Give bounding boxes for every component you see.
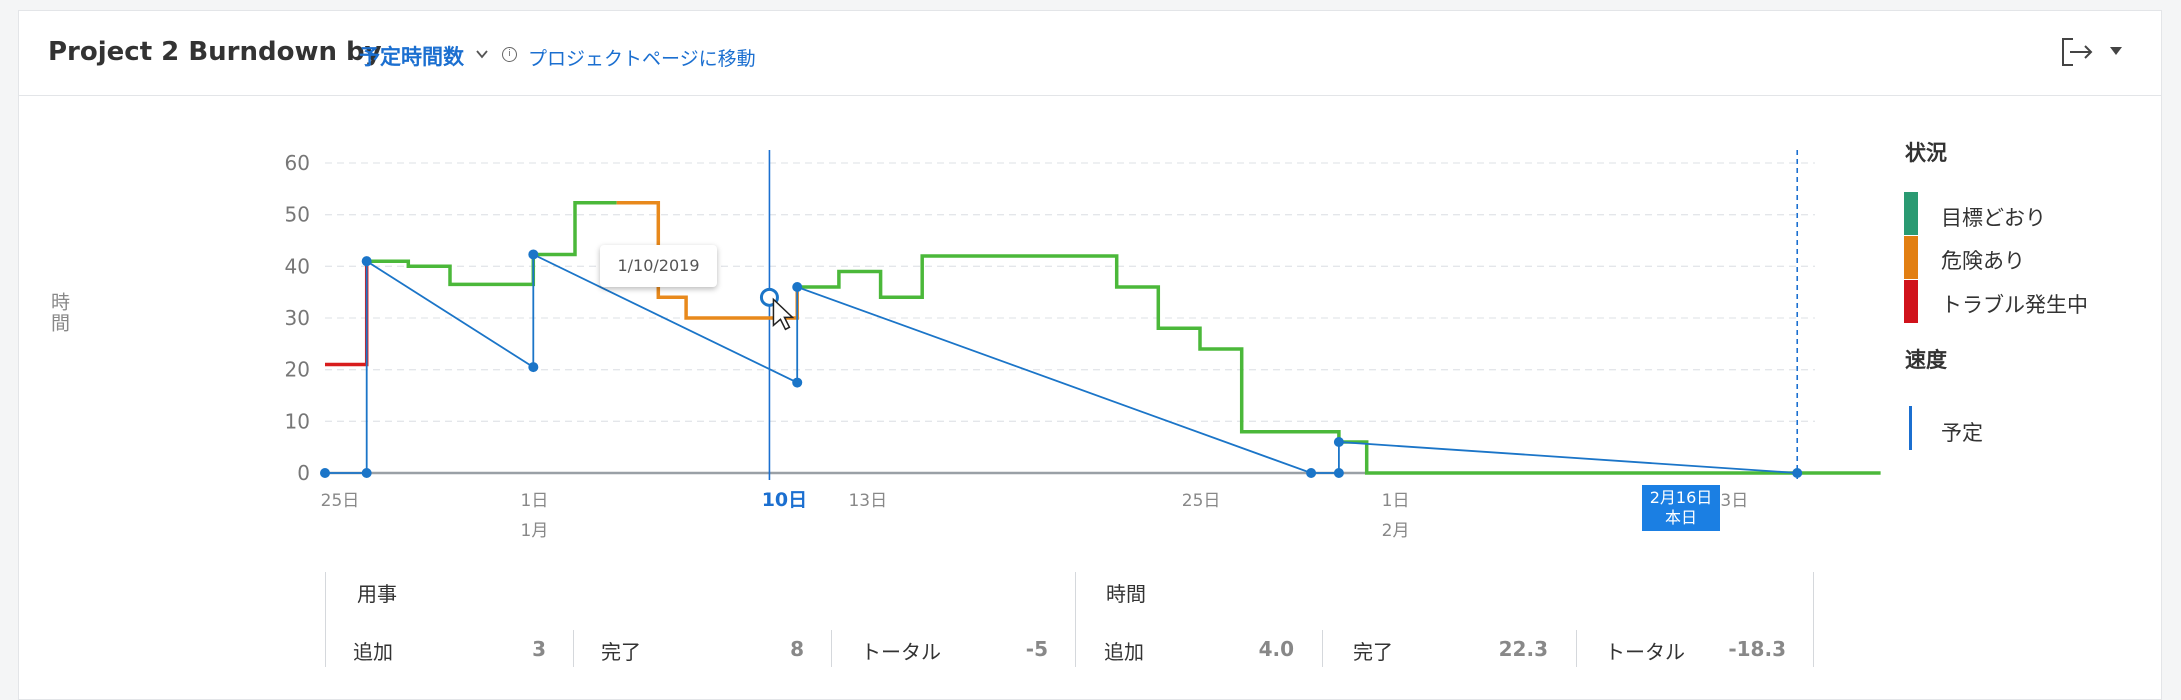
- stats-divider: [831, 630, 832, 667]
- chevron-down-icon[interactable]: [475, 47, 489, 61]
- planned-point: [320, 468, 330, 478]
- hours-total-label: トータル: [1605, 640, 1685, 664]
- planned-point: [1306, 468, 1317, 478]
- info-icon: i: [502, 47, 517, 62]
- tasks-total-label: トータル: [861, 640, 941, 664]
- goto-project-link[interactable]: プロジェクトページに移動: [528, 48, 756, 70]
- legend-velocity-title: 速度: [1905, 348, 1947, 372]
- today-label: 本日: [1664, 508, 1697, 527]
- hover-tooltip: 1/10/2019: [600, 245, 717, 287]
- planned-point: [1333, 468, 1344, 478]
- x-tick-label: 10日: [762, 489, 807, 511]
- today-date: 2月16日: [1649, 488, 1713, 507]
- x-tick-label: 1日: [521, 491, 549, 511]
- x-tick-label: 13日: [848, 491, 887, 511]
- legend-label-at-risk[interactable]: 危険あり: [1941, 249, 2025, 273]
- planned-point: [1333, 437, 1344, 447]
- metric-selector[interactable]: 予定時間数: [359, 45, 464, 69]
- tasks-done-value: 8: [790, 637, 804, 661]
- legend-label-trouble[interactable]: トラブル発生中: [1941, 293, 2088, 317]
- stats-divider: [1075, 572, 1076, 667]
- y-tick-label: 60: [285, 151, 310, 175]
- planned-point: [1792, 468, 1803, 478]
- stats-divider: [1813, 572, 1814, 667]
- x-tick-label: 1日: [1382, 491, 1410, 511]
- y-tick-label: 0: [297, 461, 310, 485]
- planned-point: [792, 377, 803, 388]
- y-tick-label: 50: [285, 203, 310, 227]
- hours-done-label: 完了: [1353, 640, 1393, 664]
- tasks-total-value: -5: [1025, 637, 1048, 661]
- tasks-section-title: 用事: [357, 582, 397, 606]
- planned-point: [361, 256, 372, 267]
- planned-point: [528, 249, 539, 260]
- planned-point: [528, 362, 539, 373]
- y-axis-title: 時間: [48, 292, 70, 334]
- hours-added-value: 4.0: [1258, 637, 1294, 661]
- legend-status-title: 状況: [1905, 141, 1947, 165]
- hours-done-value: 22.3: [1498, 637, 1548, 661]
- x-tick-sublabel: 2月: [1382, 521, 1410, 541]
- hours-section-title: 時間: [1106, 582, 1146, 606]
- caret-down-icon[interactable]: [2109, 45, 2123, 57]
- chart-title: Project 2 Burndown by: [48, 37, 382, 67]
- hours-total-value: -18.3: [1728, 637, 1786, 661]
- y-tick-label: 40: [285, 254, 310, 278]
- burndown-card: Project 2 Burndown by 予定時間数 i プロジェクトページに…: [18, 10, 2162, 700]
- legend-swatch-planned: [1909, 406, 1912, 450]
- legend-swatch-at-risk: [1904, 236, 1918, 279]
- card-header: Project 2 Burndown by 予定時間数 i プロジェクトページに…: [19, 11, 2161, 96]
- x-tick-label: 25日: [321, 491, 360, 511]
- y-tick-label: 10: [285, 409, 310, 433]
- legend-swatch-on-track: [1904, 192, 1918, 235]
- planned-point: [361, 468, 372, 478]
- y-tick-label: 20: [285, 358, 310, 382]
- actual-series-line: [366, 201, 617, 287]
- today-badge: 2月16日 本日: [1642, 485, 1720, 531]
- actual-series-line: [325, 261, 369, 367]
- legend-label-on-track[interactable]: 目標どおり: [1941, 206, 2046, 230]
- x-tick-label: 25日: [1182, 491, 1221, 511]
- stats-divider: [1322, 630, 1323, 667]
- planned-point: [792, 282, 803, 292]
- legend-label-planned[interactable]: 予定: [1941, 421, 1983, 445]
- tasks-added-label: 追加: [353, 640, 393, 664]
- stats-divider: [325, 572, 326, 667]
- cursor-icon: [772, 297, 795, 331]
- legend-swatch-trouble: [1904, 280, 1918, 323]
- stats-divider: [573, 630, 574, 667]
- planned-series-line: [325, 253, 1798, 474]
- tasks-done-label: 完了: [601, 640, 641, 664]
- tasks-added-value: 3: [532, 637, 546, 661]
- hours-added-label: 追加: [1104, 640, 1144, 664]
- y-tick-label: 30: [285, 306, 310, 330]
- export-icon[interactable]: [2059, 35, 2095, 69]
- x-tick-sublabel: 1月: [521, 521, 549, 541]
- stats-divider: [1576, 630, 1577, 667]
